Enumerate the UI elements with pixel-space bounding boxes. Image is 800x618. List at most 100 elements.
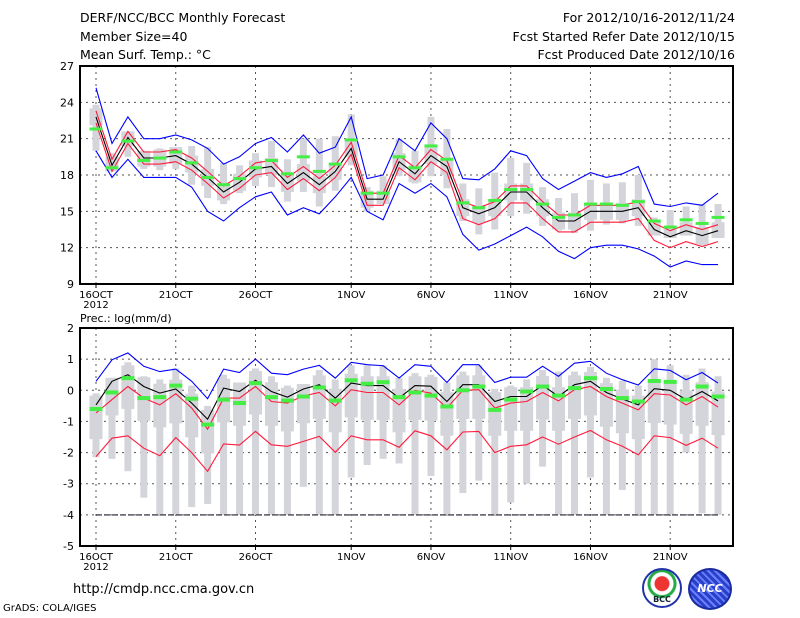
spread-whisker (586, 366, 594, 478)
x-tick-label: 21OCT (159, 290, 194, 301)
spread-whisker (618, 380, 626, 490)
x-tick-label: 11NOV (493, 290, 528, 301)
x-tick-label: 26OCT (239, 290, 274, 301)
upper-confidence-line (95, 385, 719, 431)
spread-box (328, 388, 342, 433)
spread-box (440, 392, 454, 436)
spread-whisker (714, 204, 722, 238)
spread-box (695, 382, 709, 426)
observed-marker (599, 202, 613, 206)
spread-box (312, 375, 326, 419)
ensemble-mean-line (95, 374, 719, 421)
observed-marker (647, 378, 661, 383)
x-tick-label: 16OCT (79, 552, 114, 563)
observed-marker (472, 206, 486, 210)
spread-whisker (204, 405, 212, 504)
observed-marker (599, 387, 613, 392)
observed-marker (328, 162, 342, 166)
observed-marker (583, 376, 597, 381)
observed-marker (376, 191, 390, 195)
observed-marker (711, 394, 725, 399)
spread-box (472, 375, 486, 419)
y-tick-label: -3 (63, 478, 74, 491)
observed-marker (615, 396, 629, 401)
observed-marker (217, 397, 231, 402)
spread-whisker (156, 379, 164, 515)
observed-marker (344, 378, 358, 383)
x-tick-label: 1NOV (337, 552, 366, 563)
y-tick-label: 0 (67, 384, 74, 397)
spread-whisker (475, 365, 483, 481)
spread-whisker (172, 368, 180, 515)
observed-marker (312, 169, 326, 173)
observed-marker (536, 384, 550, 389)
y-tick-label: 24 (60, 96, 74, 109)
spread-box (583, 371, 597, 416)
ensemble-mean-line (95, 116, 719, 238)
observed-marker (504, 188, 518, 192)
y-tick-label: 18 (60, 169, 74, 182)
y-tick-label: 9 (67, 278, 74, 291)
x-tick-year: 2012 (83, 300, 108, 311)
source-url[interactable]: http://cmdp.ncc.cma.gov.cn (73, 582, 255, 597)
observed-marker (89, 406, 103, 411)
x-tick-label: 26OCT (239, 552, 274, 563)
ncc-logo-text: NCC (697, 582, 723, 595)
plot-frame (79, 327, 734, 547)
spread-whisker (650, 359, 658, 515)
spread-whisker (411, 373, 419, 515)
observed-marker (296, 394, 310, 399)
spread-box (663, 380, 677, 425)
observed-marker (424, 393, 438, 398)
observed-marker (424, 144, 438, 148)
observed-marker (440, 404, 454, 409)
spread-box (153, 383, 167, 428)
spread-box (663, 228, 677, 238)
plot-frame (79, 65, 734, 285)
observed-marker (121, 376, 135, 381)
observed-marker (488, 198, 502, 202)
chart-title: DERF/NCC/BCC Monthly Forecast (80, 10, 286, 25)
observed-marker (264, 158, 278, 162)
upper-confidence-line (95, 110, 719, 232)
spread-whisker (666, 210, 674, 238)
spread-box (392, 388, 406, 433)
spread-whisker (634, 385, 642, 515)
spread-box (296, 384, 310, 424)
spread-box (360, 376, 374, 420)
observed-marker (312, 385, 326, 390)
observed-marker (121, 139, 135, 143)
observed-marker (536, 202, 550, 206)
spread-whisker (427, 374, 435, 476)
observed-marker (185, 396, 199, 401)
x-tick-label: 16OCT (79, 290, 114, 301)
observed-marker (344, 138, 358, 142)
observed-marker (392, 155, 406, 159)
observed-marker (169, 383, 183, 388)
spread-whisker (236, 382, 244, 515)
spread-box (344, 373, 358, 418)
spread-box (568, 375, 581, 419)
observed-marker (233, 177, 247, 181)
x-tick-label: 6NOV (417, 552, 446, 563)
observed-marker (137, 396, 151, 401)
observed-marker (376, 380, 390, 385)
y-tick-label: -1 (63, 415, 74, 428)
x-tick-label: 11NOV (493, 552, 528, 563)
observed-marker (217, 183, 231, 187)
spread-box (711, 222, 725, 238)
observed-marker (296, 155, 310, 159)
observed-marker (663, 379, 677, 384)
spread-box (408, 376, 422, 420)
y-tick-label: 1 (67, 353, 74, 366)
observed-marker (280, 398, 294, 403)
spread-whisker (602, 377, 610, 515)
observed-marker (185, 161, 199, 165)
observed-marker (233, 401, 247, 406)
observed-marker (568, 213, 581, 217)
forecast-produced-date: Fcst Produced Date 2012/10/16 (537, 47, 735, 62)
spread-whisker (698, 368, 706, 514)
spread-box (201, 409, 215, 454)
forecast-period: For 2012/10/16-2012/11/24 (562, 10, 735, 25)
